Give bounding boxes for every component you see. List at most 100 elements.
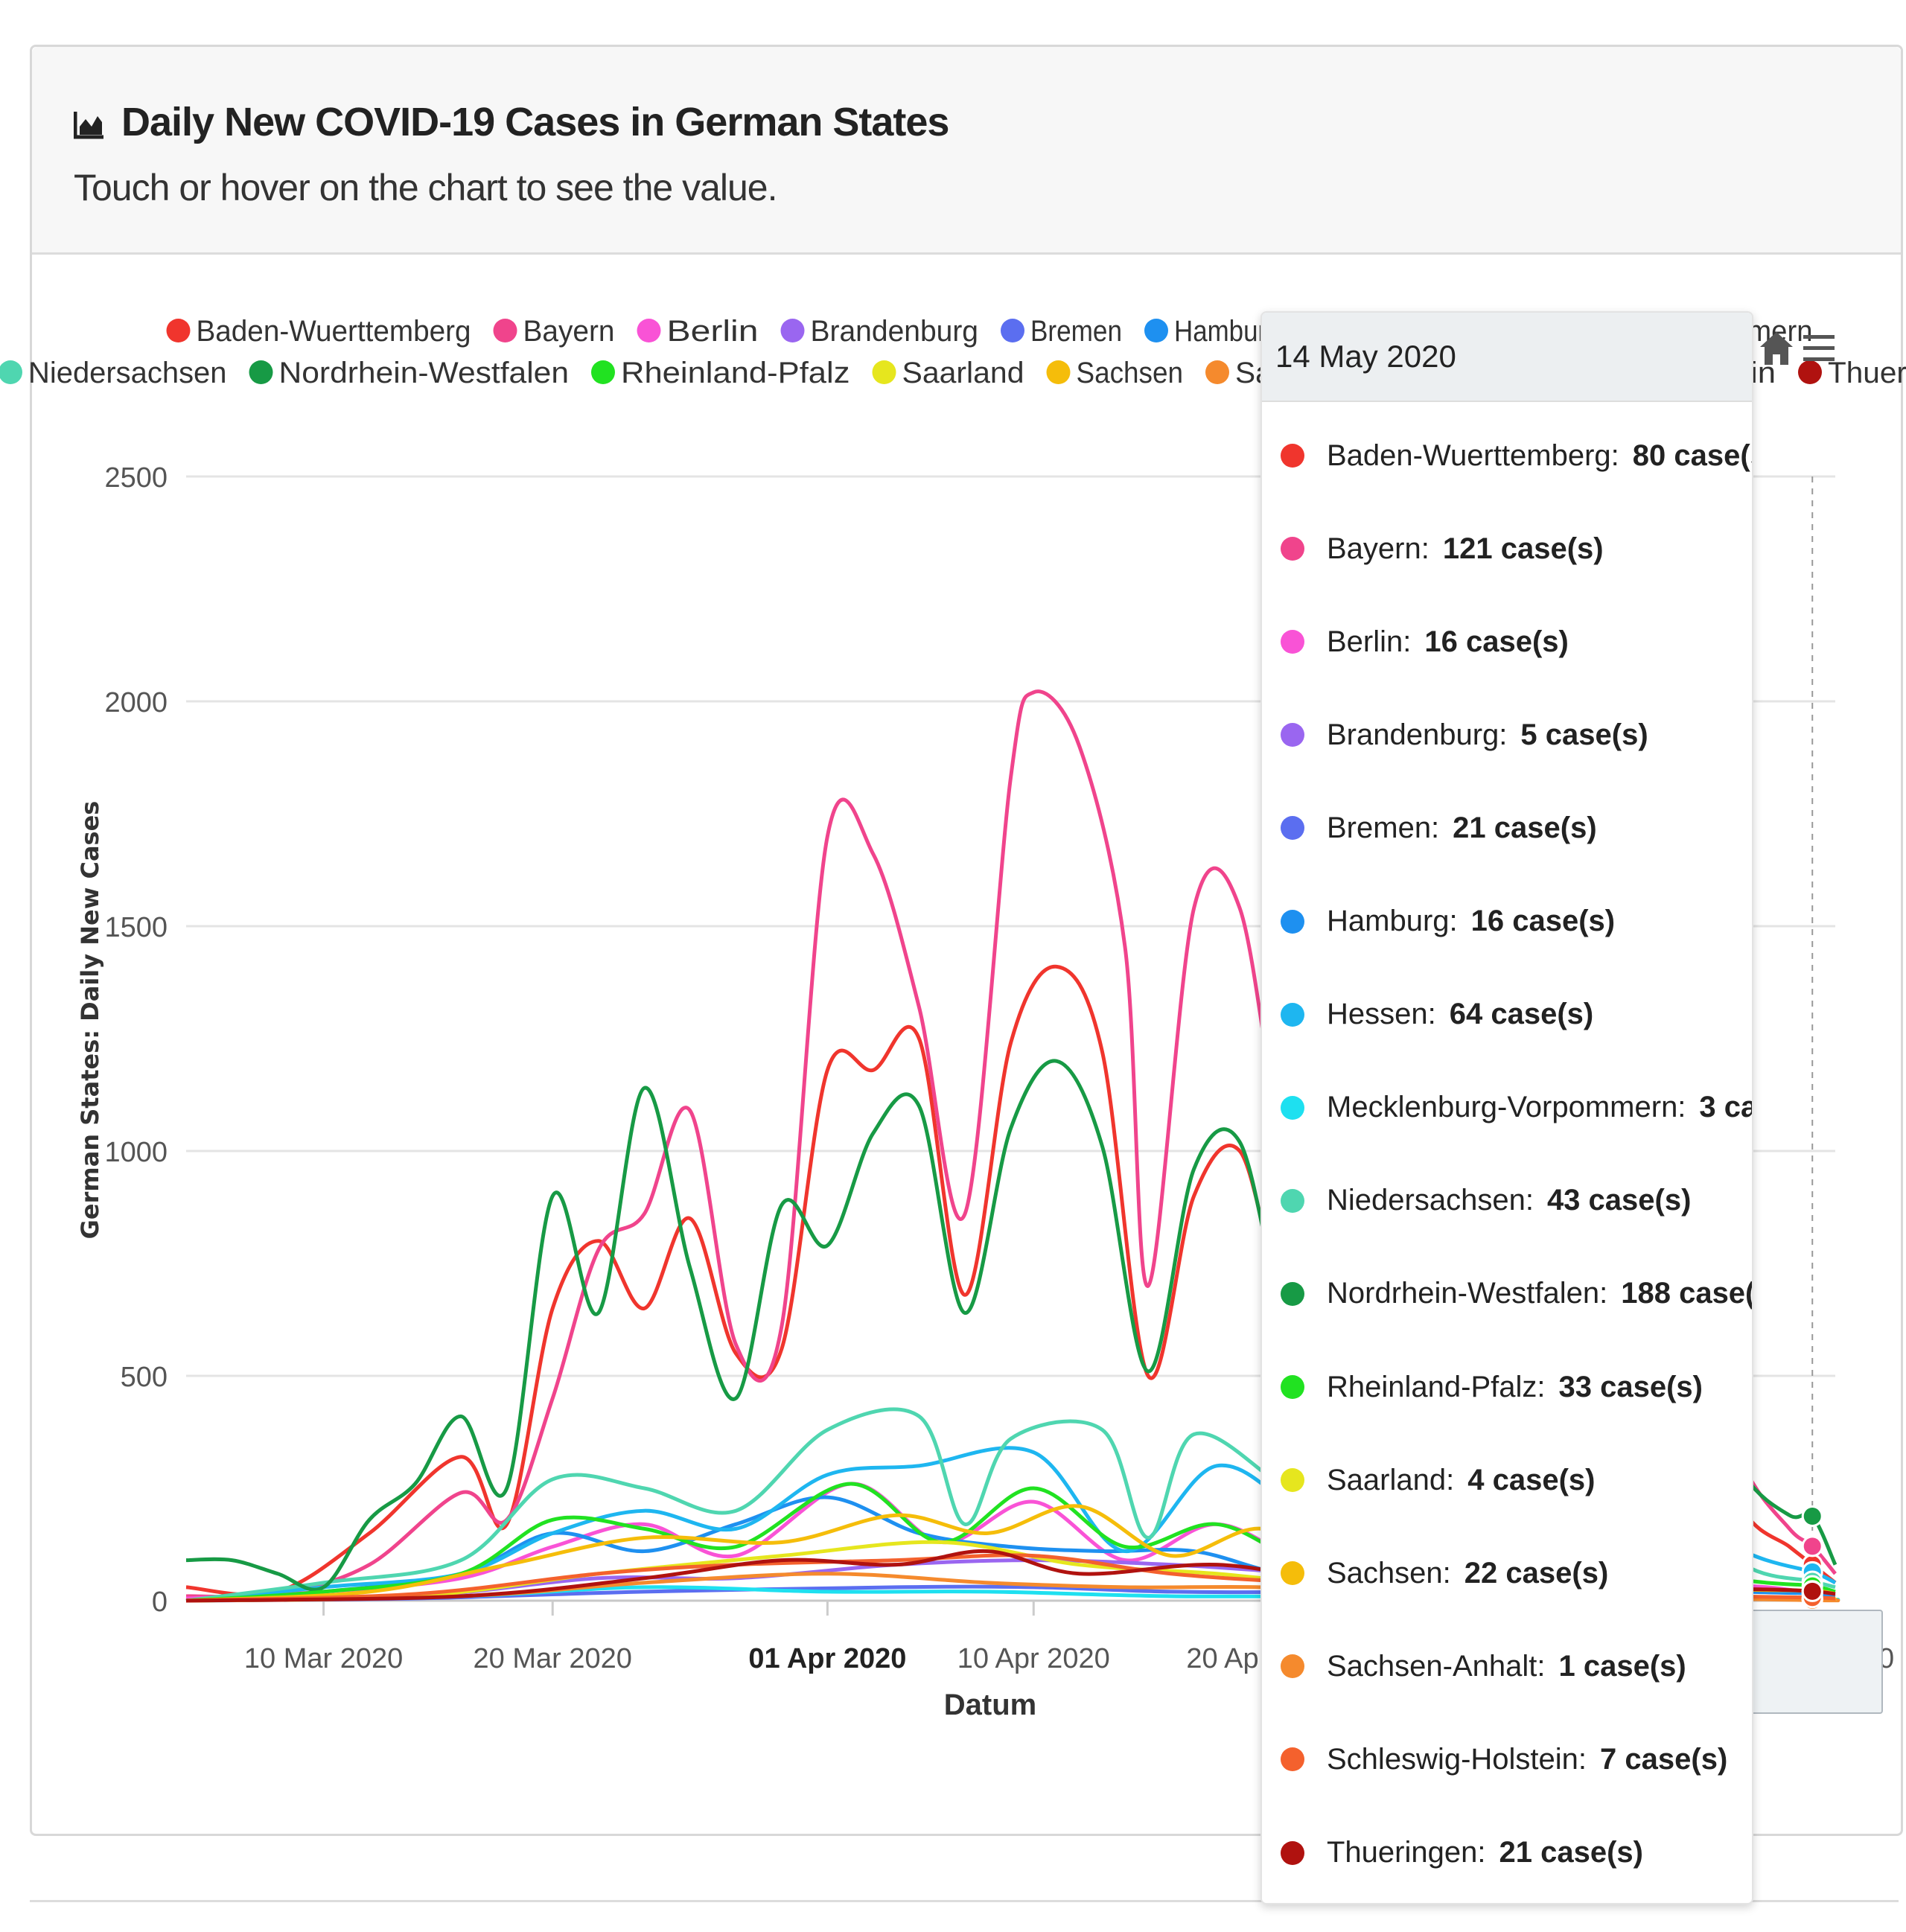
card-title: Daily New COVID-19 Cases in German State… <box>73 99 949 145</box>
tooltip-series-name: Rheinland-Pfalz: <box>1327 1370 1546 1403</box>
tooltip-marker <box>1281 1654 1304 1679</box>
tooltip-series-name: Saarland: <box>1327 1463 1455 1496</box>
tooltip-value: 4 case(s) <box>1467 1463 1596 1496</box>
hover-tooltip: 14 May 2020 Baden-Wuerttemberg: 80 case(s… <box>1260 311 1753 1904</box>
tooltip-marker <box>1281 909 1304 934</box>
tooltip-value: 64 case(s) <box>1449 998 1594 1031</box>
legend-marker <box>166 319 191 342</box>
x-tick-label: 01 Apr 2020 <box>748 1643 906 1674</box>
tooltip-row: Hessen: 64 case(s) <box>1262 989 1593 1041</box>
legend-item-berlin[interactable]: Berlin <box>637 315 759 348</box>
y-tick-label: 2000 <box>104 687 168 718</box>
legend-item-bayern[interactable]: Bayern <box>493 315 615 348</box>
tooltip-row: Berlin: 16 case(s) <box>1262 616 1569 668</box>
tooltip-marker <box>1281 1375 1304 1399</box>
hover-point-bayern <box>1801 1535 1823 1558</box>
tooltip-marker <box>1281 444 1304 468</box>
tooltip-series-name: Nordrhein-Westfalen: <box>1327 1277 1608 1310</box>
legend-marker <box>493 319 517 342</box>
legend-marker <box>637 319 661 342</box>
legend-item-niedersachsen[interactable]: Niedersachsen <box>0 357 227 389</box>
hover-point-nordrhein-westfalen <box>1801 1505 1823 1527</box>
tooltip-row: Brandenburg: 5 case(s) <box>1262 709 1648 761</box>
tooltip-marker <box>1281 1747 1304 1772</box>
tooltip-row: Nordrhein-Westfalen: 188 case(s) <box>1262 1268 1752 1320</box>
tooltip-row: Sachsen-Anhalt: 1 case(s) <box>1262 1640 1686 1692</box>
tooltip-value: 21 case(s) <box>1453 811 1597 844</box>
tooltip-value: 7 case(s) <box>1600 1742 1728 1776</box>
legend-item-nordrhein-westfalen[interactable]: Nordrhein-Westfalen <box>249 357 570 389</box>
legend-label: Baden-Wuerttemberg <box>197 315 471 348</box>
legend-marker <box>1205 360 1229 384</box>
tooltip-series-name: Baden-Wuerttemberg: <box>1327 439 1619 472</box>
legend-item-bremen[interactable]: Bremen <box>1001 315 1122 348</box>
legend-item-sachsen[interactable]: Sachsen <box>1046 357 1184 389</box>
tooltip-marker <box>1281 1561 1304 1586</box>
home-icon[interactable] <box>1759 331 1794 368</box>
y-tick-label: 0 <box>152 1587 168 1618</box>
tooltip-value: 5 case(s) <box>1520 718 1648 751</box>
legend-marker <box>780 319 805 342</box>
tooltip-row: Schleswig-Holstein: 7 case(s) <box>1262 1733 1727 1785</box>
tooltip-row: Bayern: 121 case(s) <box>1262 523 1604 575</box>
tooltip-value: 43 case(s) <box>1546 1184 1692 1217</box>
chart-subtitle: Touch or hover on the chart to see the v… <box>74 167 778 208</box>
legend-label: Niedersachsen <box>28 357 227 389</box>
tooltip-value: 3 case(s) <box>1699 1091 1752 1124</box>
hover-markers <box>1801 1505 1823 1611</box>
tooltip-value: 80 case(s) <box>1632 439 1752 472</box>
legend-item-saarland[interactable]: Saarland <box>872 357 1024 389</box>
tooltip-series-name: Bayern: <box>1327 532 1430 565</box>
tooltip-marker <box>1281 1281 1304 1306</box>
legend-label: Berlin <box>667 315 759 348</box>
legend-label: Brandenburg <box>811 315 979 348</box>
tooltip-series-name: Niedersachsen: <box>1327 1184 1534 1217</box>
tooltip-value: 16 case(s) <box>1424 625 1569 658</box>
tooltip-row: Thueringen: 21 case(s) <box>1262 1827 1643 1879</box>
tooltip-series-name: Hessen: <box>1327 998 1436 1031</box>
legend-item-brandenburg[interactable]: Brandenburg <box>780 315 979 348</box>
tooltip-row: Niedersachsen: 43 case(s) <box>1262 1175 1691 1227</box>
tooltip-marker <box>1281 723 1304 747</box>
hamburger-menu-icon[interactable] <box>1802 332 1838 365</box>
tooltip-series-name: Mecklenburg-Vorpommern: <box>1327 1091 1686 1124</box>
tooltip-series-name: Sachsen: <box>1327 1556 1451 1590</box>
card-header: Daily New COVID-19 Cases in German State… <box>32 47 1901 255</box>
legend-item-baden-wuerttemberg[interactable]: Baden-Wuerttemberg <box>166 315 471 348</box>
tooltip-row: Sachsen: 22 case(s) <box>1262 1547 1608 1599</box>
tooltip-series-name: Sachsen-Anhalt: <box>1327 1649 1546 1683</box>
legend-label: Rheinland-Pfalz <box>621 357 850 389</box>
legend-marker <box>1001 319 1024 342</box>
tooltip-series-name: Brandenburg: <box>1327 718 1508 751</box>
tooltip-date: 14 May 2020 <box>1262 313 1752 402</box>
y-axis-ticks: 0 500 1000 1500 2000 2500 <box>104 462 168 1618</box>
legend-label: Saarland <box>902 357 1024 389</box>
legend-item-thueringen[interactable]: Thueringen <box>1798 357 1906 389</box>
tooltip-row: Baden-Wuerttemberg: 80 case(s) <box>1262 430 1752 482</box>
tooltip-value: 1 case(s) <box>1558 1649 1686 1683</box>
tooltip-value: 16 case(s) <box>1470 905 1616 937</box>
tooltip-marker <box>1281 1840 1304 1865</box>
tooltip-value: 21 case(s) <box>1499 1836 1643 1869</box>
tooltip-marker <box>1281 630 1304 654</box>
tooltip-row: Hamburg: 16 case(s) <box>1262 896 1615 948</box>
x-axis-title: Datum <box>944 1689 1036 1721</box>
tooltip-row: Saarland: 4 case(s) <box>1262 1454 1595 1506</box>
legend-item-rheinland-pfalz[interactable]: Rheinland-Pfalz <box>591 357 850 389</box>
legend-marker <box>249 360 273 384</box>
y-axis-title: German States: Daily New Cases <box>76 801 104 1240</box>
tooltip-series-name: Thueringen: <box>1327 1836 1486 1869</box>
tooltip-marker <box>1281 1468 1304 1493</box>
x-tick-label: 10 Apr 2020 <box>957 1643 1110 1674</box>
area-chart-icon <box>73 112 103 139</box>
y-tick-label: 1000 <box>104 1137 168 1168</box>
tooltip-series-name: Bremen: <box>1327 811 1440 844</box>
legend-marker <box>0 360 22 384</box>
legend-marker <box>1046 360 1071 384</box>
tooltip-row: Bremen: 21 case(s) <box>1262 802 1597 854</box>
chart-title: Daily New COVID-19 Cases in German State… <box>121 100 949 144</box>
x-tick-label: 10 Mar 2020 <box>244 1643 403 1674</box>
tooltip-value: 121 case(s) <box>1442 532 1604 565</box>
tooltip-value: 33 case(s) <box>1558 1370 1703 1403</box>
tooltip-marker <box>1281 1188 1304 1213</box>
